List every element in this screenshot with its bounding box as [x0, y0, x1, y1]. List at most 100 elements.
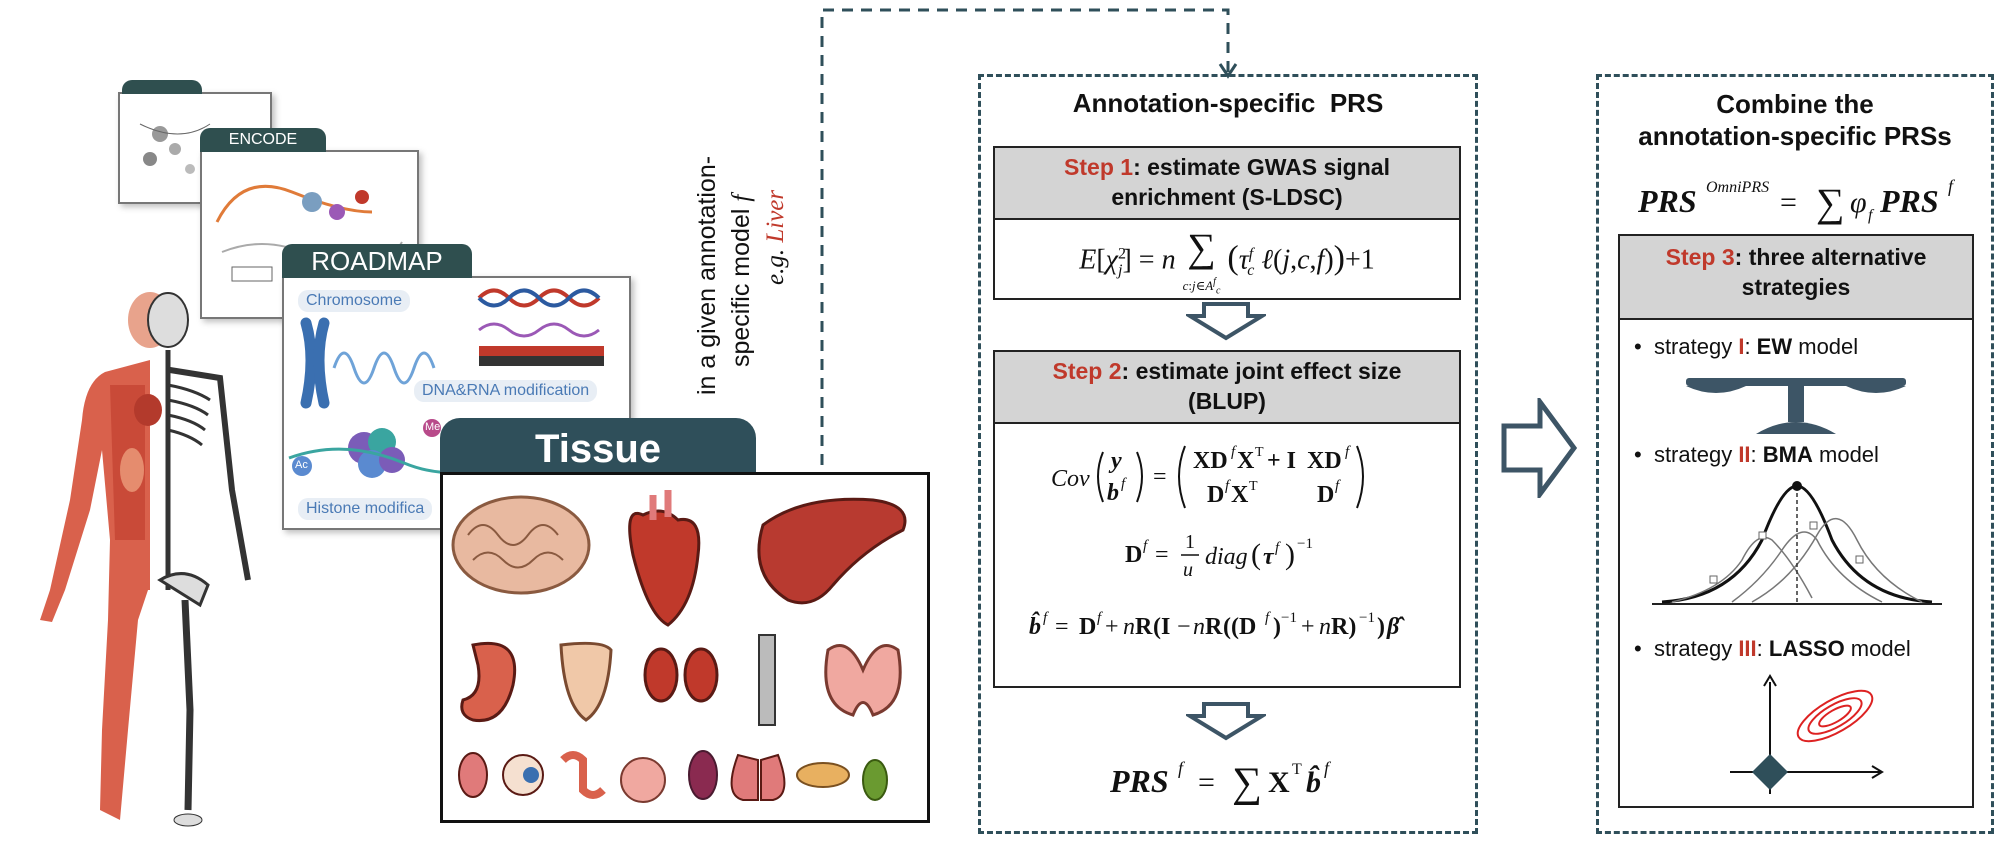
svg-text:−1: −1: [1281, 610, 1297, 626]
svg-text:n: n: [1193, 614, 1205, 640]
svg-text:): ): [1285, 538, 1295, 571]
svg-text:): ): [1377, 614, 1385, 640]
right-arrow: [1501, 398, 1578, 498]
svg-text:=: =: [1155, 542, 1169, 568]
step3-header: Step 3: three alternative strategies: [1620, 236, 1972, 320]
roadmap-figure: [288, 288, 604, 478]
svg-text:=: =: [1780, 186, 1797, 219]
svg-text:X: X: [1231, 482, 1249, 508]
strategy-sep: :: [1756, 636, 1769, 661]
strategy-item-lasso: • strategy III: LASSO model: [1634, 636, 1911, 662]
svg-text:β̂: β̂: [1386, 614, 1405, 640]
svg-text:f: f: [1225, 478, 1231, 494]
dna-rna-modification-label: DNA&RNA modification: [414, 380, 598, 402]
step2-text: : estimate joint effect size: [1121, 358, 1402, 384]
svg-text:=: =: [1055, 614, 1069, 640]
svg-text:y: y: [1108, 448, 1122, 474]
annotation-label-line1: in a given annotation-: [693, 155, 721, 395]
kidney-icon: [643, 647, 679, 703]
stomach-icon: [460, 641, 517, 723]
svg-text:∑: ∑: [1232, 760, 1262, 806]
svg-text:PRS: PRS: [1110, 763, 1169, 799]
ldsc-formula: E[χ2j] = n ∑ c:j∈Afc (τfc ℓ(j,c,f))+1: [1079, 225, 1375, 297]
organs-illustration: [451, 490, 907, 803]
svg-text:Cov: Cov: [1051, 466, 1090, 492]
svg-text:T: T: [1292, 761, 1302, 778]
svg-text:−1: −1: [1297, 536, 1313, 552]
svg-text:): ): [1273, 614, 1281, 640]
heart-icon: [628, 509, 701, 627]
svg-text:R): R): [1331, 614, 1356, 640]
svg-text:=: =: [1198, 766, 1215, 799]
svg-text:T: T: [1255, 445, 1264, 460]
strategy-item-bma: • strategy II: BMA model: [1634, 442, 1879, 468]
svg-text:b: b: [1107, 480, 1119, 506]
strategy-name: EW: [1756, 334, 1793, 359]
down-arrow-2: [1186, 702, 1266, 741]
svg-text:τ: τ: [1263, 544, 1275, 570]
strategy-roman: I: [1738, 334, 1745, 359]
step1-label: Step 1: [1064, 154, 1134, 180]
svg-text:(I: (I: [1153, 614, 1170, 640]
liver-icon: [757, 497, 907, 605]
svg-text:−1: −1: [1359, 610, 1375, 626]
strategy-sep: :: [1750, 442, 1763, 467]
strategy-roman: II: [1738, 442, 1751, 467]
bayesian-model-averaging-curves-icon: [1652, 481, 1942, 605]
bladder-icon: [559, 641, 613, 722]
small-intestine-icon: [620, 757, 666, 803]
svg-text:1: 1: [1185, 531, 1195, 553]
tissue-card: [440, 472, 930, 823]
chromosome-label: Chromosome: [298, 290, 411, 312]
middle-panel-title: Annotation-specific PRS: [1072, 88, 1384, 118]
svg-text:f: f: [1265, 610, 1271, 626]
strategy-sep: :: [1744, 334, 1757, 359]
strategy-name: LASSO: [1768, 636, 1845, 661]
right-title-line1: Combine the: [1716, 89, 1874, 119]
strategy-prefix: strategy: [1653, 442, 1739, 467]
brain-icon: [451, 495, 591, 595]
svg-text:((D: ((D: [1223, 614, 1256, 640]
svg-text:f: f: [1335, 478, 1341, 494]
svg-text:b̂: b̂: [1306, 765, 1321, 799]
svg-text:∑: ∑: [1816, 180, 1845, 225]
gallbladder-icon: [862, 759, 888, 801]
strategy-name: BMA: [1762, 442, 1813, 467]
intestine-icon: [560, 751, 606, 799]
trachea-icon: [758, 634, 776, 726]
svg-text:f: f: [1275, 540, 1281, 556]
combine-prs-panel: [1596, 74, 1994, 834]
svg-text:diag: diag: [1205, 544, 1248, 570]
small-card-figure: [139, 123, 211, 174]
svg-text:−: −: [1177, 614, 1191, 640]
svg-text:(: (: [1251, 538, 1261, 571]
svg-text:n: n: [1319, 614, 1331, 640]
annotation-label-f: f: [728, 194, 755, 202]
bullet: •: [1634, 636, 1654, 661]
svg-text:f: f: [1324, 758, 1332, 778]
svg-text:X: X: [1268, 766, 1290, 799]
step2-text2: (BLUP): [1188, 388, 1266, 414]
step3-label: Step 3: [1665, 244, 1735, 270]
step1-header: Step 1: estimate GWAS signal enrichment …: [995, 148, 1459, 220]
svg-text:f: f: [1868, 207, 1875, 224]
encode-tab: ENCODE: [200, 128, 326, 152]
me-label: Me: [425, 421, 441, 433]
svg-text:f: f: [1143, 538, 1149, 554]
histone-modification-label: Histone modifica: [298, 498, 433, 520]
svg-text:f: f: [1043, 610, 1049, 626]
strategy-roman: III: [1738, 636, 1757, 661]
lasso-constraint-icon: [1730, 674, 1884, 794]
annotation-label-eg: e.g.: [762, 248, 789, 285]
svg-text:D: D: [1317, 482, 1334, 508]
tissue-tab: Tissue: [440, 418, 756, 476]
svg-text:+: +: [1105, 614, 1119, 640]
svg-text:f: f: [1345, 444, 1351, 460]
tongue-icon: [458, 752, 488, 798]
svg-text:+: +: [1301, 614, 1315, 640]
step3-box: Step 3: three alternative strategies • s…: [1618, 234, 1974, 808]
annotation-label-line2: specific model: [727, 208, 755, 367]
kidney-icon: [683, 647, 719, 703]
strategy-suffix: model: [1812, 442, 1879, 467]
